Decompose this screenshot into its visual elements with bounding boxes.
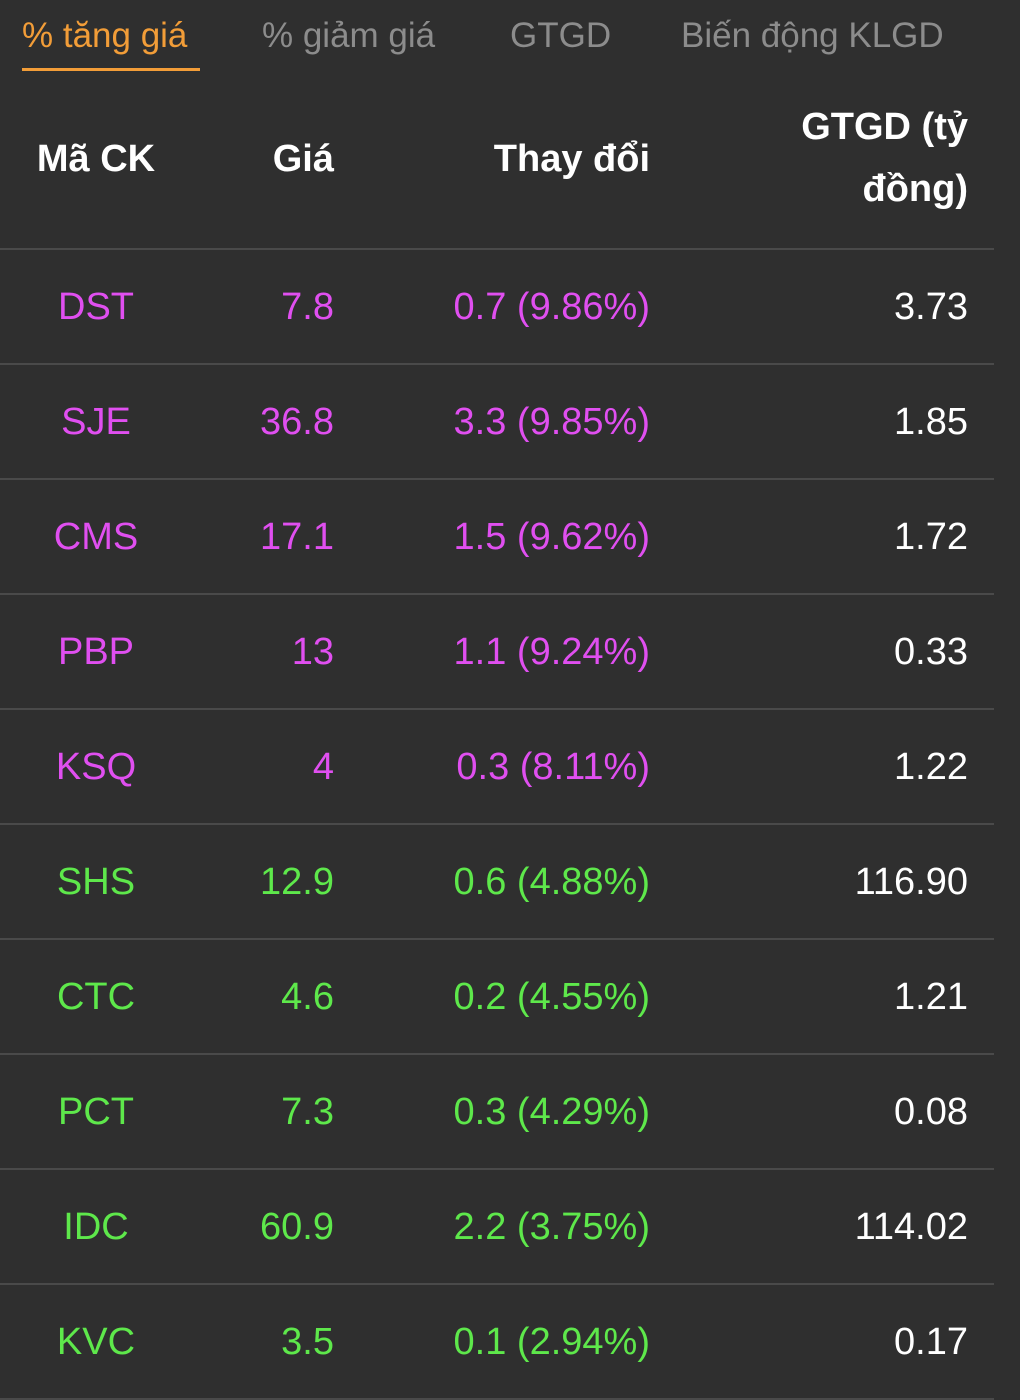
stock-code[interactable]: PBP xyxy=(57,631,135,673)
stock-price: 17.1 xyxy=(260,516,334,558)
tab-bar: % tăng giá % giảm giá GTGD Biến động KLG… xyxy=(0,0,1020,80)
tab-top-gainers[interactable]: % tăng giá xyxy=(22,16,188,55)
stock-trading-value: 116.90 xyxy=(854,861,968,903)
stock-code[interactable]: SJE xyxy=(61,401,131,443)
stock-table: Mã CK Giá Thay đổi GTGD (tỷ đồng) DST 7.8… xyxy=(0,92,994,1400)
table-row[interactable]: DST 7.8 0.7 (9.86%) 3.73 xyxy=(0,250,994,365)
stock-price: 3.5 xyxy=(281,1321,334,1363)
stock-code[interactable]: SHS xyxy=(56,861,136,903)
stock-price: 4 xyxy=(312,746,334,788)
stock-trading-value: 0.33 xyxy=(894,631,968,673)
table-row[interactable]: SJE 36.8 3.3 (9.85%) 1.85 xyxy=(0,365,994,480)
stock-code[interactable]: IDC xyxy=(63,1206,129,1248)
stock-change: 3.3 (9.85%) xyxy=(453,401,650,443)
stock-trading-value: 1.22 xyxy=(894,746,968,788)
tab-volume-change[interactable]: Biến động KLGD xyxy=(681,16,944,55)
stock-trading-value: 1.85 xyxy=(894,401,968,443)
stock-trading-value: 114.02 xyxy=(854,1206,968,1248)
stock-code[interactable]: CMS xyxy=(53,516,139,558)
header-value-line1: GTGD (tỷ xyxy=(801,106,968,148)
stock-change: 0.1 (2.94%) xyxy=(453,1321,650,1363)
stock-trading-value: 0.08 xyxy=(894,1091,968,1133)
header-code: Mã CK xyxy=(36,138,156,180)
tab-top-losers[interactable]: % giảm giá xyxy=(262,16,436,55)
table-row[interactable]: SHS 12.9 0.6 (4.88%) 116.90 xyxy=(0,825,994,940)
stock-trading-value: 0.17 xyxy=(894,1321,968,1363)
stock-change: 0.2 (4.55%) xyxy=(453,976,650,1018)
stock-change: 0.7 (9.86%) xyxy=(453,286,650,328)
table-row[interactable]: KSQ 4 0.3 (8.11%) 1.22 xyxy=(0,710,994,825)
stock-change: 0.6 (4.88%) xyxy=(453,861,650,903)
active-tab-indicator xyxy=(22,68,200,71)
header-change: Thay đổi xyxy=(493,138,650,180)
header-value-line2: đồng) xyxy=(862,168,968,210)
stock-price: 7.3 xyxy=(281,1091,334,1133)
stock-price: 12.9 xyxy=(260,861,334,903)
tab-trading-value[interactable]: GTGD xyxy=(510,16,612,55)
table-row[interactable]: CTC 4.6 0.2 (4.55%) 1.21 xyxy=(0,940,994,1055)
stock-code[interactable]: PCT xyxy=(58,1091,134,1133)
stock-code[interactable]: KVC xyxy=(56,1321,136,1363)
stock-change: 2.2 (3.75%) xyxy=(453,1206,650,1248)
table-row[interactable]: PBP 13 1.1 (9.24%) 0.33 xyxy=(0,595,994,710)
table-body: DST 7.8 0.7 (9.86%) 3.73 SJE 36.8 3.3 (9.85%) 1… xyxy=(0,250,994,1400)
stock-price: 4.6 xyxy=(281,976,334,1018)
stock-code[interactable]: KSQ xyxy=(55,746,137,788)
stock-price: 36.8 xyxy=(260,401,334,443)
stock-price: 7.8 xyxy=(281,286,334,328)
table-row[interactable]: PCT 7.3 0.3 (4.29%) 0.08 xyxy=(0,1055,994,1170)
stock-price: 13 xyxy=(291,631,334,673)
table-header: Mã CK Giá Thay đổi GTGD (tỷ đồng) xyxy=(0,92,994,250)
stock-change: 1.1 (9.24%) xyxy=(453,631,650,673)
table-row[interactable]: CMS 17.1 1.5 (9.62%) 1.72 xyxy=(0,480,994,595)
stock-trading-value: 1.21 xyxy=(894,976,968,1018)
stock-change: 0.3 (4.29%) xyxy=(453,1091,650,1133)
stock-change: 1.5 (9.62%) xyxy=(453,516,650,558)
header-price: Giá xyxy=(272,138,334,180)
table-row[interactable]: IDC 60.9 2.2 (3.75%) 114.02 xyxy=(0,1170,994,1285)
stock-trading-value: 3.73 xyxy=(894,286,968,328)
stock-trading-value: 1.72 xyxy=(894,516,968,558)
stock-change: 0.3 (8.11%) xyxy=(456,746,650,788)
stock-code[interactable]: DST xyxy=(58,286,134,328)
stock-price: 60.9 xyxy=(260,1206,334,1248)
stock-code[interactable]: CTC xyxy=(56,976,136,1018)
table-row[interactable]: KVC 3.5 0.1 (2.94%) 0.17 xyxy=(0,1285,994,1400)
